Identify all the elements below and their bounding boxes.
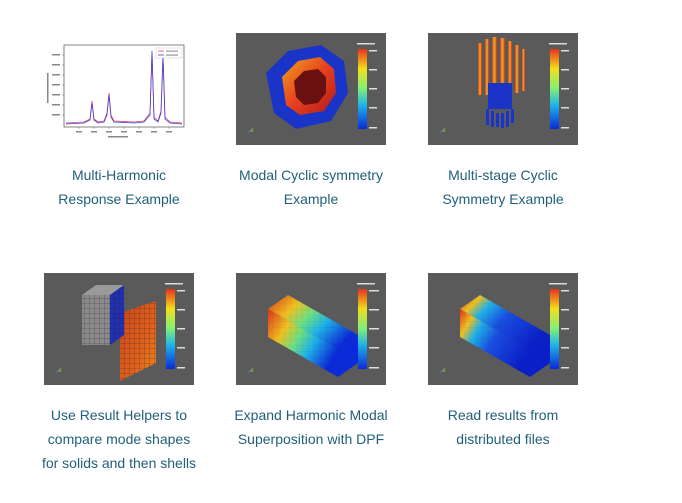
cyclic-ring-contour-render (236, 33, 386, 145)
thumbnail-multistage-rotor-contour[interactable] (428, 33, 578, 145)
caption-line: Modal Cyclic symmetry (239, 167, 383, 183)
caption-line: Multi-stage Cyclic (448, 167, 558, 183)
caption-line: Superposition with DPF (237, 431, 385, 447)
thumbnail-harmonic-frequency-plot[interactable] (44, 33, 194, 145)
solid-shell-contour-render (44, 273, 194, 385)
card-caption[interactable]: Multi-Harmonic Response Example (34, 163, 204, 211)
card-caption[interactable]: Multi-stage Cyclic Symmetry Example (418, 163, 588, 211)
frequency-response-plot (44, 33, 194, 145)
box-contour-rainbow-render (236, 273, 386, 385)
thumbnail-cyclic-ring-contour[interactable] (236, 33, 386, 145)
thumbnail-solid-and-shell-contour[interactable] (44, 273, 194, 385)
caption-line: distributed files (456, 431, 550, 447)
caption-line: compare mode shapes (47, 431, 191, 447)
box-contour-blue-render (428, 273, 578, 385)
caption-line: for solids and then shells (41, 455, 197, 471)
thumbnail-box-contour-rainbow[interactable] (236, 273, 386, 385)
caption-line: Expand Harmonic Modal (234, 407, 388, 423)
card-caption[interactable]: Modal Cyclic symmetry Example (226, 163, 396, 211)
caption-line: Example (283, 191, 339, 207)
caption-line: Response Example (58, 191, 180, 207)
multistage-rotor-render (428, 33, 578, 145)
card-caption[interactable]: Expand Harmonic Modal Superposition with… (226, 403, 396, 451)
caption-line: Multi-Harmonic (71, 167, 167, 183)
caption-line: Symmetry Example (442, 191, 564, 207)
card-caption[interactable]: Read results from distributed files (418, 403, 588, 451)
thumbnail-box-contour-blue[interactable] (428, 273, 578, 385)
caption-line: Use Result Helpers to (50, 407, 188, 423)
caption-line: Read results from (447, 407, 559, 423)
card-caption[interactable]: Use Result Helpers to compare mode shape… (34, 403, 204, 475)
